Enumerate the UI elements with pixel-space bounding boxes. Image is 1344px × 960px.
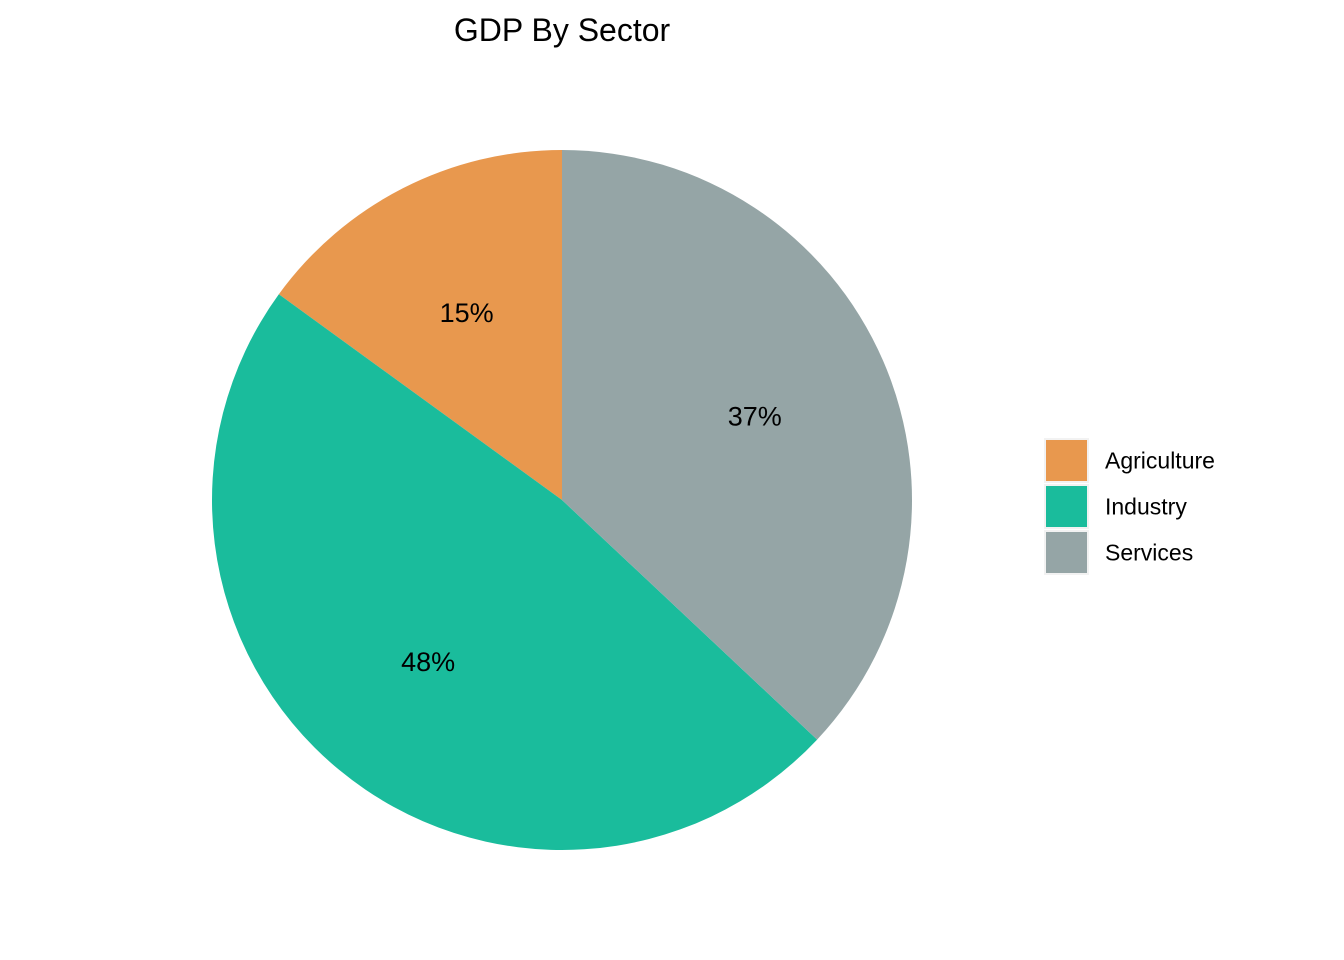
pie-slice-services — [562, 150, 912, 740]
legend-label-agriculture: Agriculture — [1105, 448, 1215, 474]
slice-label-agriculture: 15% — [440, 298, 494, 328]
legend: Agriculture Industry Services — [1044, 438, 1215, 575]
chart-title: GDP By Sector — [454, 12, 671, 48]
pie-slice-agriculture — [278, 150, 562, 500]
legend-key-industry — [1044, 484, 1089, 529]
slice-label-services: 37% — [728, 402, 782, 432]
pie-slice-industry — [211, 294, 818, 851]
slice-label-industry: 48% — [401, 647, 455, 677]
legend-key-agriculture — [1044, 438, 1089, 483]
legend-label-industry: Industry — [1105, 494, 1187, 520]
pie-slices — [211, 150, 912, 851]
pie-slice-labels: 15% 48% 37% — [401, 298, 782, 677]
legend-key-services — [1044, 530, 1089, 575]
legend-label-services: Services — [1105, 540, 1193, 566]
